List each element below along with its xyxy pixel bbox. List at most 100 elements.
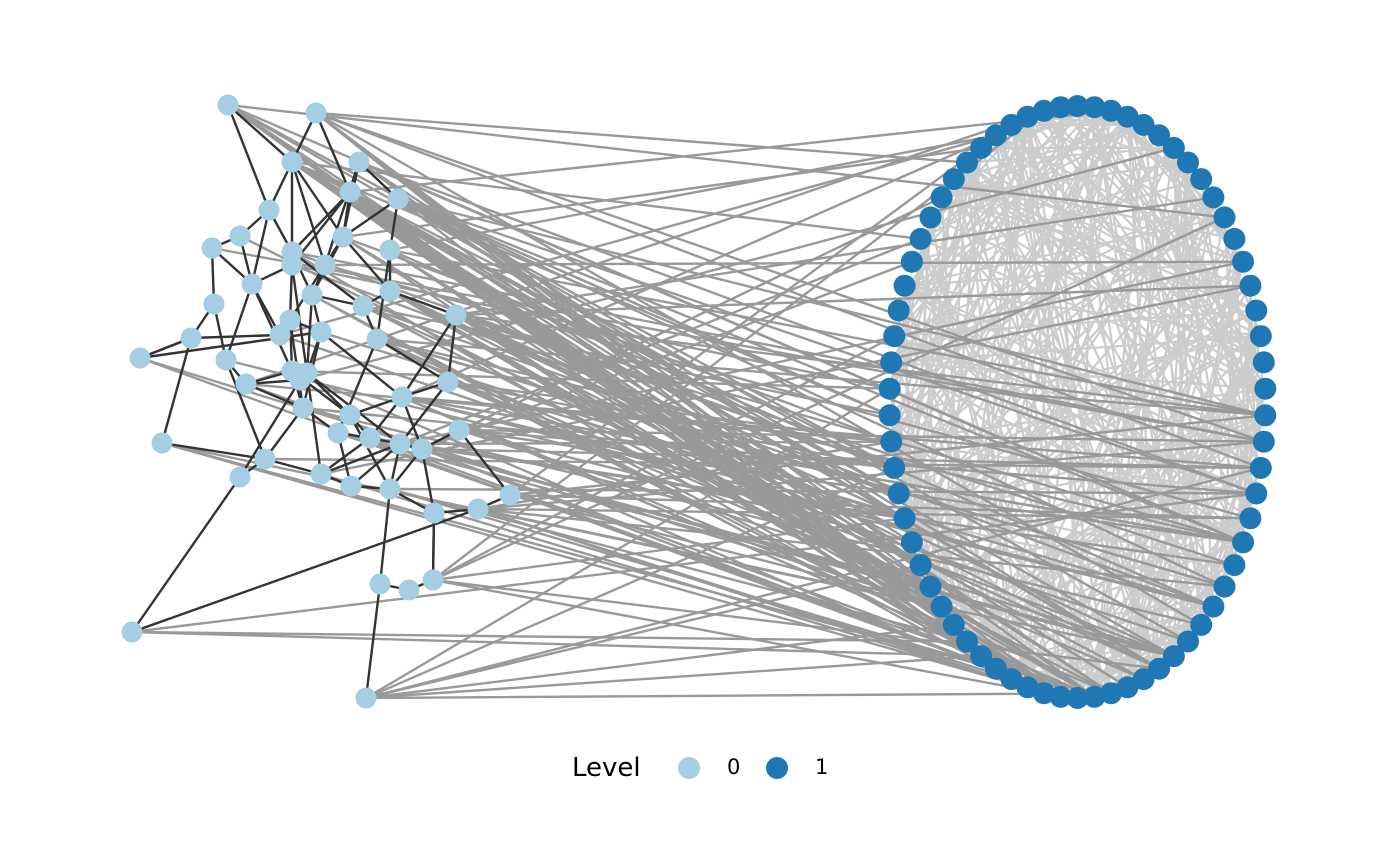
between-level-edge — [398, 260, 1245, 446]
level-1-node — [1232, 531, 1255, 554]
level-0-edge — [130, 507, 480, 634]
level-1-node — [1232, 250, 1255, 273]
legend-title: Level — [572, 753, 641, 783]
level-1-node — [880, 430, 903, 453]
between-level-edge — [314, 111, 1203, 627]
level-1-node — [1245, 299, 1268, 322]
between-level-edge — [375, 337, 1226, 588]
between-level-edge — [368, 436, 998, 670]
between-level-edge — [226, 103, 1113, 695]
between-level-edge — [396, 197, 1267, 417]
between-level-edge — [290, 160, 955, 627]
level-0-node — [359, 427, 381, 449]
legend-label-level-0: 0 — [727, 755, 741, 779]
level-1-edge — [994, 134, 1245, 263]
level-0-node — [411, 438, 433, 460]
level-0-node — [217, 94, 239, 116]
level-1-node — [1066, 687, 1089, 709]
level-0-node — [269, 324, 291, 346]
between-level-edge — [431, 334, 896, 582]
level-0-node — [355, 687, 377, 709]
level-0-node — [422, 569, 444, 591]
between-level-edge — [396, 197, 1258, 495]
between-level-edge — [476, 440, 893, 511]
between-level-edge — [457, 428, 1245, 544]
level-1-node — [956, 151, 978, 174]
between-level-edge — [431, 216, 1226, 582]
level-0-edge — [378, 487, 392, 586]
level-1-node — [1162, 136, 1185, 159]
level-0-node — [215, 349, 237, 371]
level-1-edge — [903, 216, 1226, 287]
level-1-node — [887, 299, 910, 322]
level-0-node — [121, 621, 143, 643]
level-0-node — [129, 347, 151, 369]
between-level-edge — [396, 197, 891, 417]
level-0-edge — [364, 582, 382, 700]
level-0-node — [366, 328, 388, 350]
level-0-node — [281, 151, 303, 173]
level-1-edge — [965, 146, 1176, 164]
level-1-node — [1202, 595, 1225, 618]
level-1-node — [1177, 630, 1199, 653]
level-0-edge — [305, 371, 323, 476]
level-1-edge — [903, 284, 914, 544]
level-0-node — [387, 188, 409, 210]
level-0-edge — [400, 313, 458, 399]
level-1-edge — [1026, 115, 1203, 627]
between-level-edge — [396, 197, 1190, 643]
level-0-node — [348, 151, 370, 173]
level-1-node — [1202, 186, 1225, 209]
level-1-edge — [1059, 196, 1215, 698]
between-level-edge — [336, 431, 1176, 658]
level-1-node — [878, 404, 901, 427]
level-1-node — [930, 186, 953, 209]
between-level-edge — [357, 160, 1096, 698]
between-level-edge — [508, 123, 1013, 497]
legend-label-level-1: 1 — [815, 755, 829, 779]
between-level-edge — [508, 493, 943, 608]
level-0-edge — [348, 413, 392, 491]
level-1-edge — [1042, 109, 1262, 338]
level-1-node — [909, 227, 932, 250]
level-1-node — [878, 377, 901, 400]
legend-key-level-1 — [766, 757, 788, 779]
between-level-edge — [364, 466, 1263, 700]
level-1-node — [900, 250, 923, 273]
level-0-edge — [446, 313, 458, 384]
level-1-node — [1239, 274, 1262, 297]
between-level-edge — [446, 380, 1176, 658]
between-level-edge — [310, 293, 969, 643]
level-1-edge — [1109, 109, 1245, 263]
level-1-edge — [1026, 115, 1236, 567]
level-1-node — [883, 456, 906, 479]
level-0-node — [235, 373, 257, 395]
level-0-edge — [138, 330, 323, 360]
level-0-node — [352, 295, 374, 317]
between-level-edge — [431, 517, 906, 582]
level-1-edge — [1026, 115, 1265, 364]
level-1-node — [1223, 554, 1246, 577]
level-0-edge — [226, 103, 271, 212]
between-level-edge — [226, 103, 1226, 219]
level-0-node — [229, 225, 251, 247]
level-0-node — [241, 273, 263, 295]
level-0-node — [499, 484, 521, 506]
between-level-edge — [396, 197, 1245, 544]
level-1-node — [1049, 96, 1072, 119]
between-level-edge — [431, 578, 1161, 670]
between-level-edge — [388, 248, 1215, 608]
between-level-edge — [508, 414, 1267, 497]
level-0-node — [301, 284, 323, 306]
level-0-node — [180, 327, 202, 349]
level-1-node — [956, 630, 978, 653]
between-level-edge — [364, 387, 891, 700]
level-1-node — [919, 575, 942, 598]
level-1-node — [1245, 482, 1268, 505]
level-0-node — [289, 369, 311, 391]
legend-key-level-0 — [678, 757, 700, 779]
between-level-edge — [398, 440, 893, 446]
level-0-edge — [224, 358, 267, 461]
level-1-edge — [952, 123, 1145, 181]
level-0-node — [389, 433, 411, 455]
